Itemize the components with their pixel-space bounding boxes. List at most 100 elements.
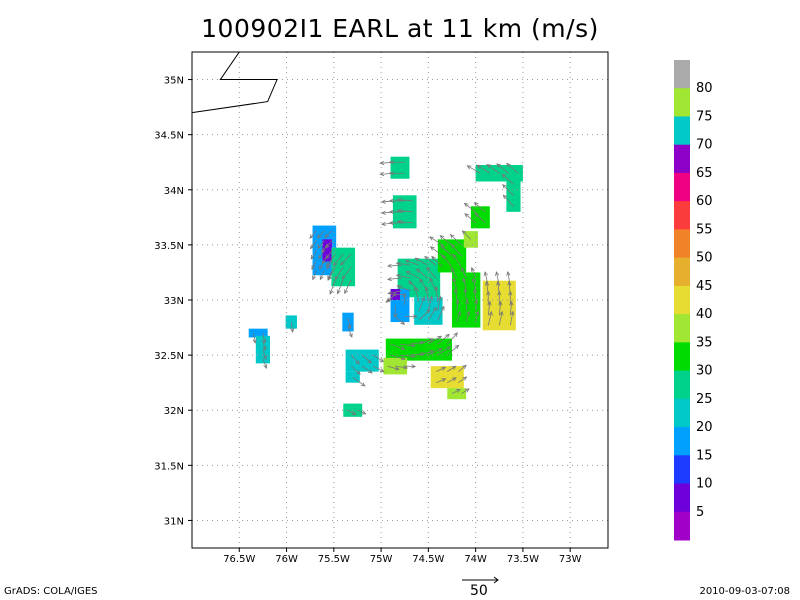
arrow-shaft xyxy=(451,389,461,395)
arrow-head xyxy=(455,389,461,393)
wind-arrow xyxy=(316,230,325,239)
arrow-shaft xyxy=(350,365,361,375)
colorbar-label: 10 xyxy=(696,477,713,492)
arrow-head xyxy=(501,173,507,179)
arrow-shaft xyxy=(458,376,467,383)
wind-arrow xyxy=(309,230,317,239)
wind-arrow xyxy=(388,160,405,165)
wind-arrow xyxy=(439,235,453,246)
wind-arrow xyxy=(440,244,453,257)
colorbar-swatch xyxy=(674,201,690,230)
colorbar-swatch xyxy=(674,342,690,372)
arrow-head xyxy=(324,233,329,239)
colorbar-label: 5 xyxy=(696,505,704,520)
arrow-shaft xyxy=(437,306,445,321)
arrow-shaft xyxy=(418,350,434,356)
wind-arrow xyxy=(464,213,476,224)
arrow-shaft xyxy=(342,266,352,280)
arrow-head xyxy=(388,160,394,165)
arrow-shaft xyxy=(390,343,405,350)
y-tick-label: 34.5N xyxy=(154,131,184,142)
arrow-head xyxy=(439,235,445,240)
x-tick-label: 76.5W xyxy=(223,554,255,565)
wind-arrow xyxy=(466,165,481,174)
arrow-head xyxy=(440,305,445,311)
arrow-shaft xyxy=(427,296,433,312)
arrow-head xyxy=(510,310,515,316)
arrow-head xyxy=(333,261,338,267)
arrow-head xyxy=(455,299,460,304)
arrow-head xyxy=(396,219,402,224)
x-tick-label: 74W xyxy=(464,554,487,565)
wind-cell xyxy=(390,156,410,179)
arrow-shaft xyxy=(324,230,333,238)
arrow-shaft xyxy=(319,270,325,280)
wind-arrow xyxy=(399,343,416,348)
arrow-head xyxy=(395,273,401,278)
wind-arrow xyxy=(437,305,445,321)
arrow-shaft xyxy=(456,300,459,312)
arrow-shaft xyxy=(476,164,491,174)
arrow-shaft xyxy=(456,311,461,323)
y-tick-label: 32N xyxy=(164,406,184,417)
arrow-head xyxy=(402,292,407,298)
arrow-shaft xyxy=(428,348,443,356)
wind-arrow xyxy=(437,295,442,312)
arrow-head xyxy=(462,277,467,283)
wind-arrow xyxy=(498,310,504,326)
arrow-shaft xyxy=(447,365,456,372)
arrow-head xyxy=(474,212,479,217)
colorbar-label: 60 xyxy=(696,194,713,209)
arrow-shaft xyxy=(447,377,457,384)
colorbar-label: 50 xyxy=(696,251,713,266)
wind-arrow xyxy=(396,197,413,203)
wind-arrow xyxy=(428,335,442,345)
arrow-head xyxy=(495,271,500,276)
arrow-shaft xyxy=(509,301,513,316)
arrow-head xyxy=(419,278,424,284)
arrow-shaft xyxy=(437,346,451,356)
arrow-shaft xyxy=(418,338,434,345)
arrow-shaft xyxy=(497,281,500,296)
arrow-head xyxy=(311,265,316,271)
arrow-head xyxy=(429,246,435,251)
arrow-shaft xyxy=(387,277,402,280)
arrow-head xyxy=(434,286,439,291)
wind-cell xyxy=(345,349,379,372)
chart-title: 100902I1 EARL at 11 km (m/s) xyxy=(201,14,599,43)
arrow-shaft xyxy=(461,267,467,279)
wind-arrow xyxy=(329,279,336,295)
arrow-shaft xyxy=(416,268,428,279)
arrow-shaft xyxy=(390,354,406,360)
wind-arrow xyxy=(357,409,367,415)
wind-arrow xyxy=(387,276,402,282)
arrow-head xyxy=(421,296,426,302)
arrow-shaft xyxy=(325,240,333,249)
arrow-shaft xyxy=(325,250,333,259)
arrow-shaft xyxy=(436,366,446,373)
arrow-shaft xyxy=(397,285,411,292)
wind-arrow xyxy=(447,344,460,356)
wind-arrow xyxy=(461,388,470,395)
x-tick-label: 73.5W xyxy=(507,554,539,565)
arrow-head xyxy=(431,255,436,261)
arrow-head xyxy=(348,333,353,338)
arrow-shaft xyxy=(352,376,366,387)
wind-arrow xyxy=(447,365,457,372)
colorbar-swatch xyxy=(674,60,690,89)
wind-arrow xyxy=(347,317,352,330)
x-tick-label: 76W xyxy=(275,554,298,565)
arrow-shaft xyxy=(447,345,459,356)
arrow-head xyxy=(379,171,385,177)
wind-arrow xyxy=(447,377,457,384)
wind-arrow xyxy=(262,349,267,361)
wind-arrow xyxy=(418,296,426,312)
wind-arrow xyxy=(310,250,317,260)
wind-arrow xyxy=(449,234,462,246)
grads-credit: GrADS: COLA/IGES xyxy=(4,586,98,597)
wind-arrow xyxy=(336,279,344,295)
arrow-head xyxy=(327,276,332,281)
arrow-head xyxy=(262,355,267,361)
wind-arrow xyxy=(321,255,328,265)
arrow-head xyxy=(488,310,493,316)
